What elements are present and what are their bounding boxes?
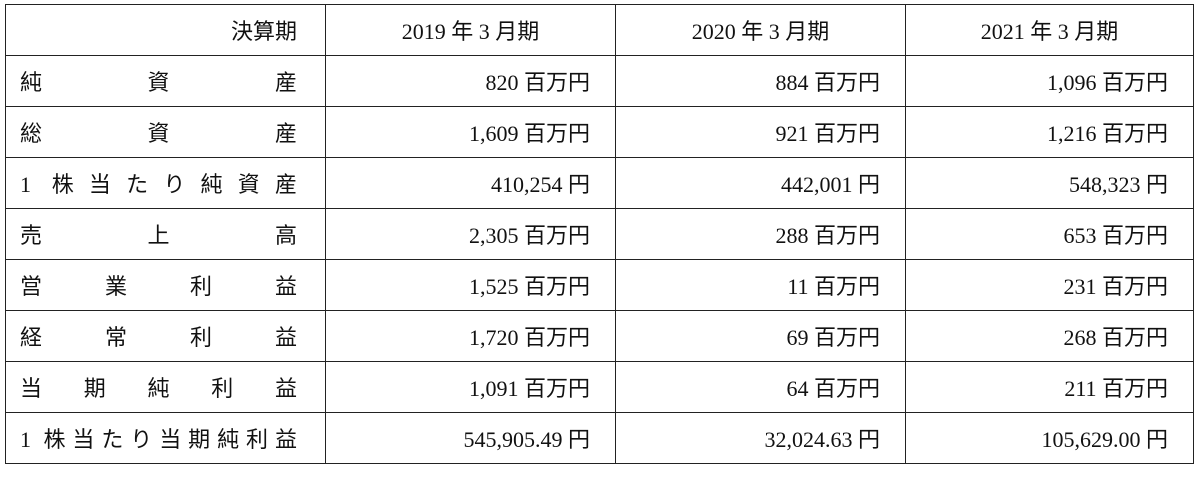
value-cell: 32,024.63 円 — [615, 412, 906, 464]
value-cell: 2,305 百万円 — [325, 208, 616, 260]
row-label: 売上高 — [5, 208, 326, 260]
data-row: 総資産 1,609 百万円 921 百万円 1,216 百万円 — [5, 106, 1194, 158]
value-cell: 211 百万円 — [905, 361, 1194, 413]
value-cell: 11 百万円 — [615, 259, 906, 311]
row-label: 当期純利益 — [5, 361, 326, 413]
data-row: 経常利益 1,720 百万円 69 百万円 268 百万円 — [5, 310, 1194, 362]
row-label: 総資産 — [5, 106, 326, 158]
data-row: 1 株当たり純資産 410,254 円 442,001 円 548,323 円 — [5, 157, 1194, 209]
value-cell: 1,720 百万円 — [325, 310, 616, 362]
header-cell: 2020 年 3 月期 — [615, 4, 906, 56]
header-cell: 2021 年 3 月期 — [905, 4, 1194, 56]
value-cell: 884 百万円 — [615, 55, 906, 107]
value-cell: 653 百万円 — [905, 208, 1194, 260]
data-row: 当期純利益 1,091 百万円 64 百万円 211 百万円 — [5, 361, 1194, 413]
value-cell: 231 百万円 — [905, 259, 1194, 311]
value-cell: 1,525 百万円 — [325, 259, 616, 311]
value-cell: 268 百万円 — [905, 310, 1194, 362]
row-label: 1 株当たり純資産 — [5, 157, 326, 209]
value-cell: 1,091 百万円 — [325, 361, 616, 413]
header-cell: 決算期 — [5, 4, 326, 56]
value-cell: 105,629.00 円 — [905, 412, 1194, 464]
data-row: 売上高 2,305 百万円 288 百万円 653 百万円 — [5, 208, 1194, 260]
value-cell: 288 百万円 — [615, 208, 906, 260]
row-label: 経常利益 — [5, 310, 326, 362]
value-cell: 545,905.49 円 — [325, 412, 616, 464]
value-cell: 1,216 百万円 — [905, 106, 1194, 158]
value-cell: 1,609 百万円 — [325, 106, 616, 158]
value-cell: 442,001 円 — [615, 157, 906, 209]
value-cell: 548,323 円 — [905, 157, 1194, 209]
value-cell: 64 百万円 — [615, 361, 906, 413]
results-table: 決算期 2019 年 3 月期 2020 年 3 月期 2021 年 3 月期 … — [5, 4, 1194, 464]
data-row: 純資産 820 百万円 884 百万円 1,096 百万円 — [5, 55, 1194, 107]
row-label: 1 株当たり当期純利益 — [5, 412, 326, 464]
value-cell: 410,254 円 — [325, 157, 616, 209]
table-body: 決算期 2019 年 3 月期 2020 年 3 月期 2021 年 3 月期 … — [5, 4, 1194, 464]
row-label: 純資産 — [5, 55, 326, 107]
value-cell: 69 百万円 — [615, 310, 906, 362]
header-cell: 2019 年 3 月期 — [325, 4, 616, 56]
data-row: 1 株当たり当期純利益 545,905.49 円 32,024.63 円 105,62… — [5, 412, 1194, 464]
value-cell: 820 百万円 — [325, 55, 616, 107]
data-row: 営業利益 1,525 百万円 11 百万円 231 百万円 — [5, 259, 1194, 311]
value-cell: 921 百万円 — [615, 106, 906, 158]
row-label: 営業利益 — [5, 259, 326, 311]
header-row: 決算期 2019 年 3 月期 2020 年 3 月期 2021 年 3 月期 — [5, 4, 1194, 56]
value-cell: 1,096 百万円 — [905, 55, 1194, 107]
